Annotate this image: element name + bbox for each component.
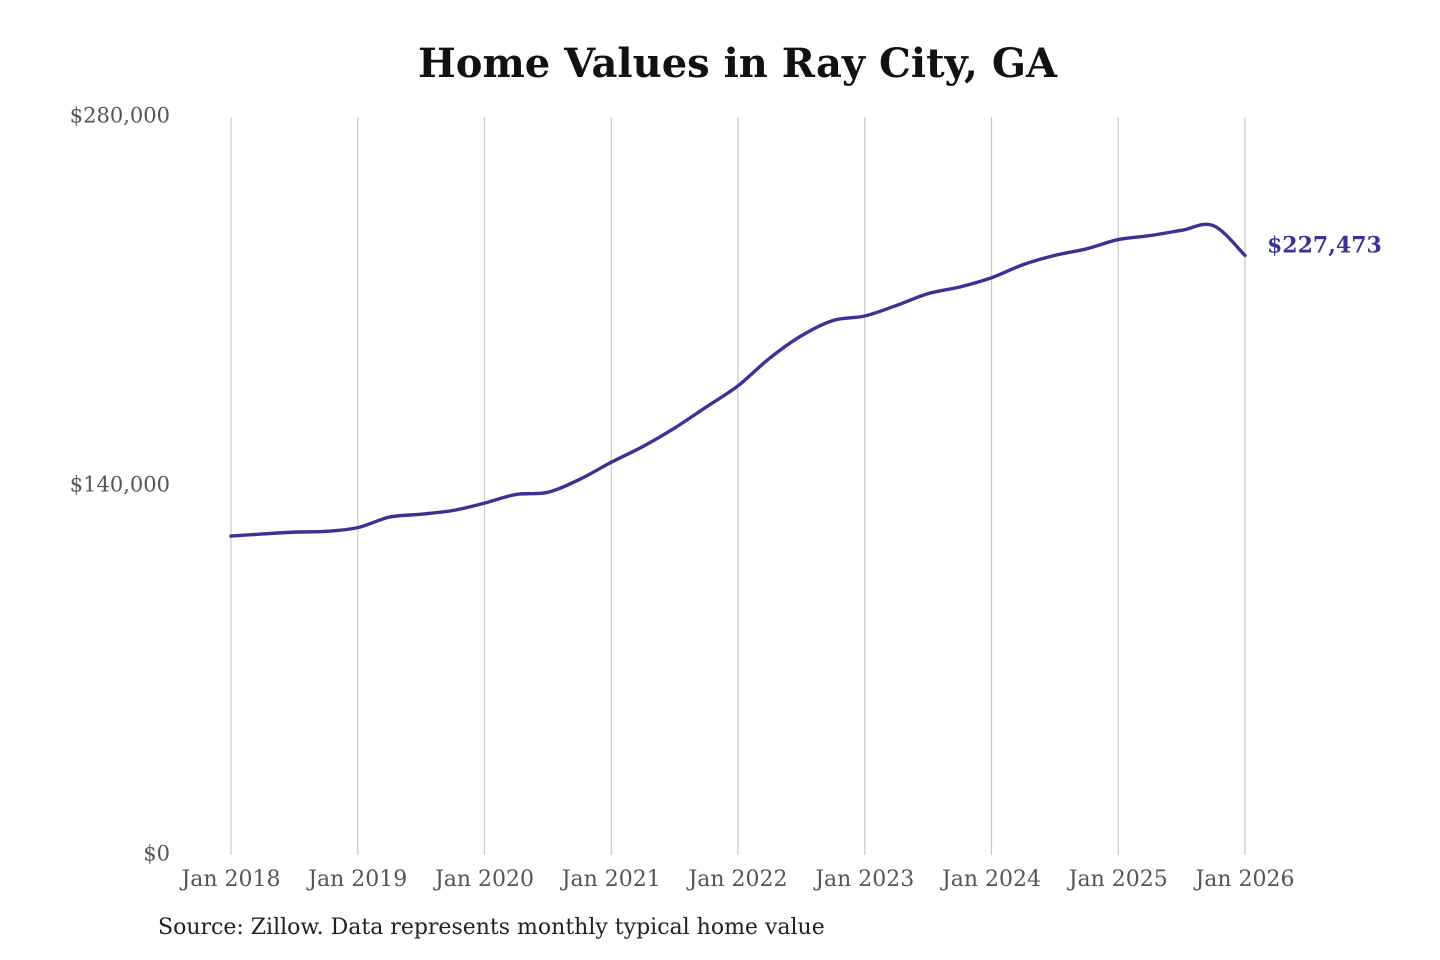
data-point-16 [737,384,740,387]
data-point-1 [261,532,264,535]
data-point-19 [832,319,835,322]
data-point-22 [927,292,930,295]
data-point-32 [1244,254,1247,257]
y-tick-label-0: $0 [143,842,170,866]
data-point-7 [451,509,454,512]
data-point-5 [388,516,391,519]
data-point-9 [515,493,518,496]
x-tick-label-4: Jan 2022 [686,867,787,892]
x-tick-label-2: Jan 2020 [433,867,534,892]
data-point-12 [610,461,613,464]
data-point-31 [1212,224,1215,227]
data-point-24 [990,276,993,279]
end-value-label-group: $227,473 [1267,232,1382,258]
data-point-11 [578,478,581,481]
data-point-6 [420,513,423,516]
data-point-10 [546,491,549,494]
x-tick-label-0: Jan 2018 [179,867,280,892]
data-point-28 [1117,238,1120,241]
data-point-25 [1022,263,1025,266]
x-tick-label-8: Jan 2026 [1193,867,1294,892]
y-tick-label-1: $140,000 [70,473,170,497]
x-tick-label-6: Jan 2024 [940,867,1041,892]
data-point-17 [768,357,771,360]
data-point-14 [673,427,676,430]
series-line [229,222,1247,538]
x-tick-label-5: Jan 2023 [813,867,914,892]
data-point-13 [641,445,644,448]
data-point-21 [895,304,898,307]
data-point-29 [1148,234,1151,237]
data-point-18 [800,334,803,337]
y-tick-label-2: $280,000 [70,104,170,128]
grid-lines [230,117,1246,855]
data-point-26 [1053,254,1056,257]
data-point-27 [1085,247,1088,250]
x-axis-tick-labels: Jan 2018 Jan 2019 Jan 2020 Jan 2021 Jan 2022… [179,867,1294,892]
end-value-label: $227,473 [1267,232,1382,258]
data-point-3 [325,530,328,533]
chart-title: Home Values in Ray City, GA [417,40,1058,87]
source-note: Source: Zillow. Data represents monthly … [158,915,825,940]
data-point-8 [483,502,486,505]
series-group [229,222,1247,538]
data-point-23 [958,286,961,289]
data-point-0 [230,535,233,538]
data-point-2 [293,531,296,534]
data-point-15 [705,405,708,408]
x-tick-label-1: Jan 2019 [306,867,407,892]
y-axis-tick-labels: $0 $140,000 $280,000 [70,104,170,866]
data-point-4 [356,526,359,529]
x-tick-label-7: Jan 2025 [1067,867,1168,892]
x-tick-label-3: Jan 2021 [560,867,661,892]
data-point-20 [863,314,866,317]
data-point-30 [1180,229,1183,232]
